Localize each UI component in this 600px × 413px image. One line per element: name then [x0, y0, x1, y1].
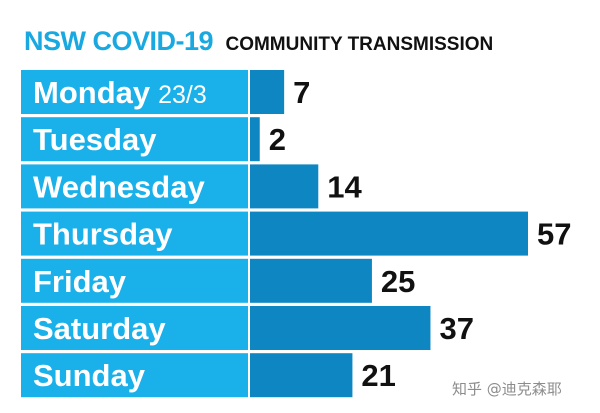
- value-label: 7: [293, 75, 310, 110]
- category-label-box: [21, 306, 248, 350]
- data-bar: [250, 258, 372, 303]
- value-label: 2: [269, 122, 286, 157]
- data-bar: [250, 70, 285, 114]
- watermark: 知乎 @迪克森耶: [452, 380, 562, 398]
- category-label: Tuesday: [33, 122, 157, 157]
- value-label: 25: [381, 264, 415, 299]
- chart-title: NSW COVID-19: [24, 26, 214, 56]
- chart-subtitle: COMMUNITY TRANSMISSION: [225, 34, 494, 55]
- category-label-date: 23/3: [158, 81, 207, 109]
- category-label: Sunday: [33, 358, 146, 393]
- chart-header: NSW COVID-19 COMMUNITY TRANSMISSION: [24, 26, 493, 66]
- data-bar: [250, 306, 431, 350]
- value-label: 57: [537, 217, 571, 252]
- category-label: Wednesday: [33, 169, 205, 204]
- data-bar: [250, 117, 260, 162]
- value-label: 21: [361, 358, 395, 393]
- category-label-box: [21, 353, 248, 398]
- category-label: Monday 23/3: [33, 75, 207, 110]
- category-label-box: [21, 70, 248, 114]
- category-label-box: [21, 211, 248, 256]
- category-label-box: [21, 258, 248, 303]
- category-label: Saturday: [33, 311, 166, 346]
- data-bar: [250, 164, 319, 209]
- category-label: Thursday: [33, 217, 173, 252]
- data-bar: [250, 353, 353, 398]
- value-label: 37: [439, 311, 473, 346]
- category-label-box: [21, 164, 248, 209]
- value-label: 14: [327, 169, 362, 204]
- category-label: Friday: [33, 264, 127, 299]
- data-bar: [250, 211, 528, 256]
- category-label-box: [21, 117, 248, 162]
